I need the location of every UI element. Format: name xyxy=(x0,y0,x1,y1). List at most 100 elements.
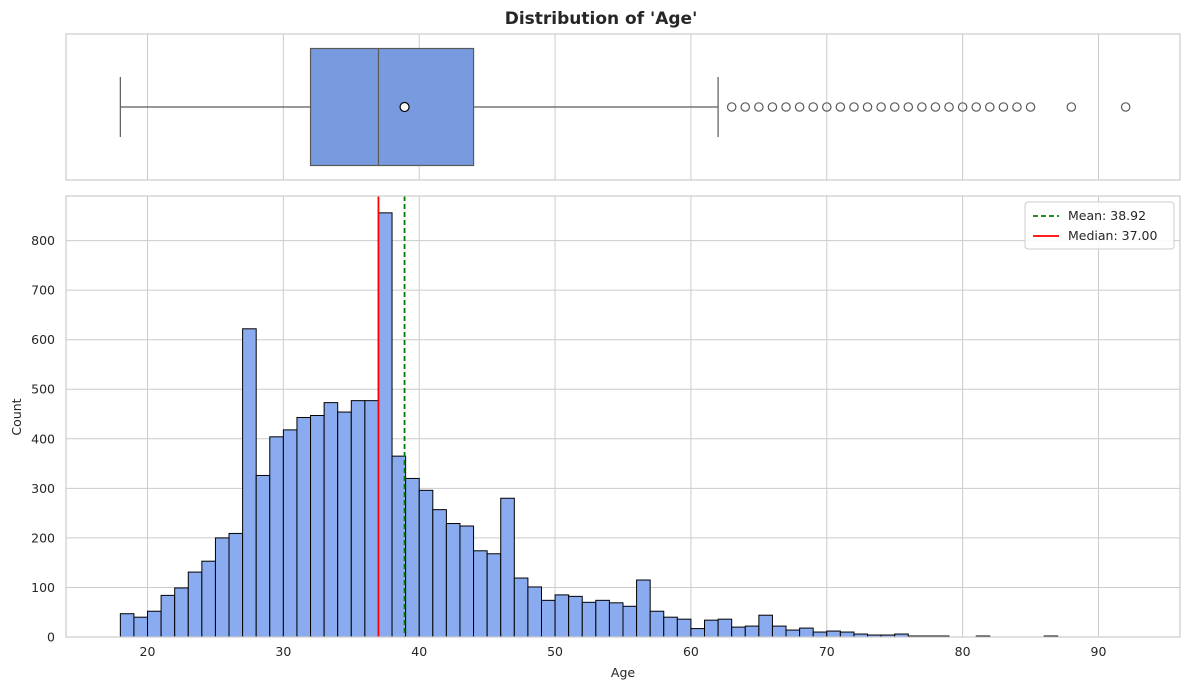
x-tick-labels: 20 30 40 50 60 70 80 90 xyxy=(140,644,1107,659)
boxplot-frame xyxy=(65,33,1181,181)
x-tick-label: 90 xyxy=(1091,644,1107,659)
x-tick-label: 80 xyxy=(955,644,971,659)
outlier-point xyxy=(1120,102,1131,112)
histogram-bar xyxy=(663,616,678,638)
histogram-bar xyxy=(323,402,339,638)
histogram-bar xyxy=(513,577,529,638)
histogram-bar xyxy=(608,602,624,638)
histogram-bar xyxy=(364,400,379,638)
histogram-bar xyxy=(133,616,149,638)
histogram-bar xyxy=(649,610,665,638)
boxplot-panel xyxy=(65,33,1181,181)
histogram-bar xyxy=(350,400,366,638)
y-tick-label: 700 xyxy=(31,283,55,298)
histogram-bar xyxy=(119,613,135,638)
mean-marker xyxy=(399,101,410,113)
x-tick-label: 20 xyxy=(140,644,156,659)
histogram-bar xyxy=(391,455,407,638)
x-tick-label: 50 xyxy=(547,644,563,659)
legend-median-label: Median: 37.00 xyxy=(1068,228,1157,243)
x-tick-label: 60 xyxy=(683,644,699,659)
histogram-bar xyxy=(160,594,176,638)
y-axis-label: Count xyxy=(9,398,24,435)
histogram-bar xyxy=(174,587,189,638)
histogram-bar xyxy=(405,477,420,638)
histogram-bar xyxy=(228,532,244,638)
histogram-panel: 20 30 40 50 60 70 80 90 0 100 200 300 400 500 600 700 8… xyxy=(9,195,1181,680)
histogram-bar xyxy=(622,605,638,638)
y-tick-label: 0 xyxy=(47,630,55,645)
y-tick-labels: 0 100 200 300 400 500 600 700 800 xyxy=(31,233,55,644)
histogram-bar xyxy=(310,415,325,638)
outlier-point xyxy=(1025,102,1036,112)
histogram-bar xyxy=(255,474,271,638)
histogram-bar xyxy=(147,610,162,638)
histogram-bar xyxy=(704,619,719,638)
histogram-bar xyxy=(758,614,773,638)
histogram-bar xyxy=(568,595,583,638)
outlier-point xyxy=(740,102,751,112)
histogram-bar xyxy=(676,618,692,638)
y-tick-label: 100 xyxy=(31,580,55,595)
outlier-point xyxy=(781,102,791,112)
outlier-point xyxy=(903,102,914,112)
histogram-bar xyxy=(201,560,216,638)
histogram-bar xyxy=(839,631,855,638)
x-axis-label: Age xyxy=(611,665,635,680)
outlier-point xyxy=(930,102,941,112)
legend-mean-label: Mean: 38.92 xyxy=(1068,208,1146,223)
histogram-bar xyxy=(826,630,841,638)
histogram-bar xyxy=(636,579,651,638)
histogram-bar xyxy=(771,625,787,638)
legend: Mean: 38.92 Median: 37.00 xyxy=(1024,201,1175,250)
outlier-point xyxy=(808,102,818,112)
outlier-point xyxy=(1012,102,1022,112)
histogram-bar xyxy=(595,599,610,638)
histogram-bar xyxy=(269,436,284,638)
outlier-point xyxy=(794,102,805,112)
histogram-bar xyxy=(500,497,515,638)
histogram-bar xyxy=(744,625,760,638)
outlier-point xyxy=(998,102,1009,112)
histogram-bar xyxy=(282,429,298,638)
outlier-point xyxy=(862,102,873,112)
boxplot-marks xyxy=(119,47,1131,167)
histogram-bar xyxy=(473,550,488,638)
histogram-bar xyxy=(690,628,706,638)
histogram-bar xyxy=(717,618,733,638)
y-tick-label: 600 xyxy=(31,332,55,347)
y-tick-label: 300 xyxy=(31,481,55,496)
outlier-point xyxy=(917,102,927,112)
histogram-bar xyxy=(418,489,434,638)
outlier-point xyxy=(821,102,832,112)
histogram-bar xyxy=(337,411,352,638)
outlier-point xyxy=(726,102,737,112)
histogram-bar xyxy=(554,594,570,638)
histogram-bar xyxy=(581,601,597,638)
outlier-point xyxy=(985,102,995,112)
outlier-point xyxy=(889,102,900,112)
histogram-frame xyxy=(65,195,1181,638)
outlier-point xyxy=(754,102,764,112)
histogram-bar xyxy=(459,525,475,638)
outlier-point xyxy=(835,102,846,112)
histogram-bar xyxy=(187,571,203,638)
histogram-bar xyxy=(731,626,746,638)
x-tick-label: 70 xyxy=(819,644,835,659)
reference-lines xyxy=(377,196,406,637)
histogram-bar xyxy=(540,599,556,638)
outlier-point xyxy=(1066,102,1077,112)
legend-box xyxy=(1024,201,1175,250)
outlier-point xyxy=(971,102,982,112)
histogram-bar xyxy=(785,629,801,638)
histogram-bar xyxy=(432,509,447,638)
histogram-bar xyxy=(214,537,230,638)
iqr-box xyxy=(309,47,475,167)
histogram-bar xyxy=(486,553,502,638)
histogram-bar xyxy=(812,631,828,638)
histogram-bar xyxy=(527,586,542,638)
histogram-bar xyxy=(377,212,393,638)
histogram-bar xyxy=(296,416,312,638)
y-tick-label: 400 xyxy=(31,431,55,446)
